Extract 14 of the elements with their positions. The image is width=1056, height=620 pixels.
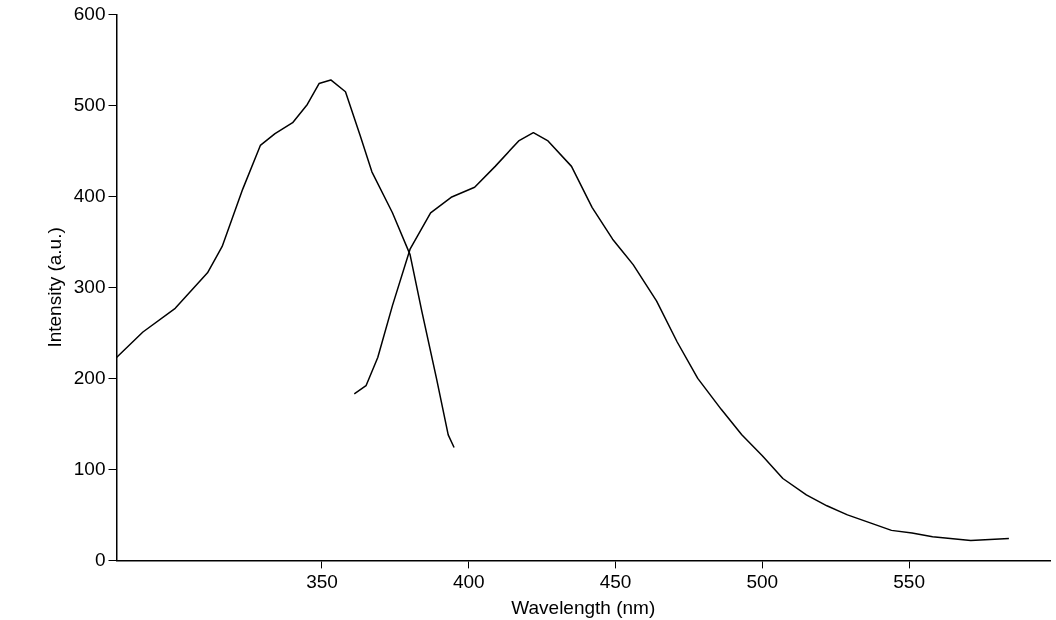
x-tick-label: 500 <box>746 571 779 593</box>
y-tick-label: 500 <box>73 93 106 115</box>
x-axis-title: Wavelength (nm) <box>511 596 656 618</box>
x-tick-label: 550 <box>893 571 925 593</box>
y-tick-label: 100 <box>73 457 106 479</box>
x-tick-label: 400 <box>452 571 485 593</box>
y-tick-label: 600 <box>73 2 106 24</box>
x-tick-label: 450 <box>599 571 632 593</box>
y-tick-label: 300 <box>73 275 106 297</box>
y-tick-label: 200 <box>73 366 106 388</box>
y-tick-label: 400 <box>73 184 106 206</box>
y-tick-label: 0 <box>94 548 106 570</box>
x-tick-label: 350 <box>306 571 338 593</box>
y-axis-title: Intensity (a.u.) <box>43 227 65 348</box>
